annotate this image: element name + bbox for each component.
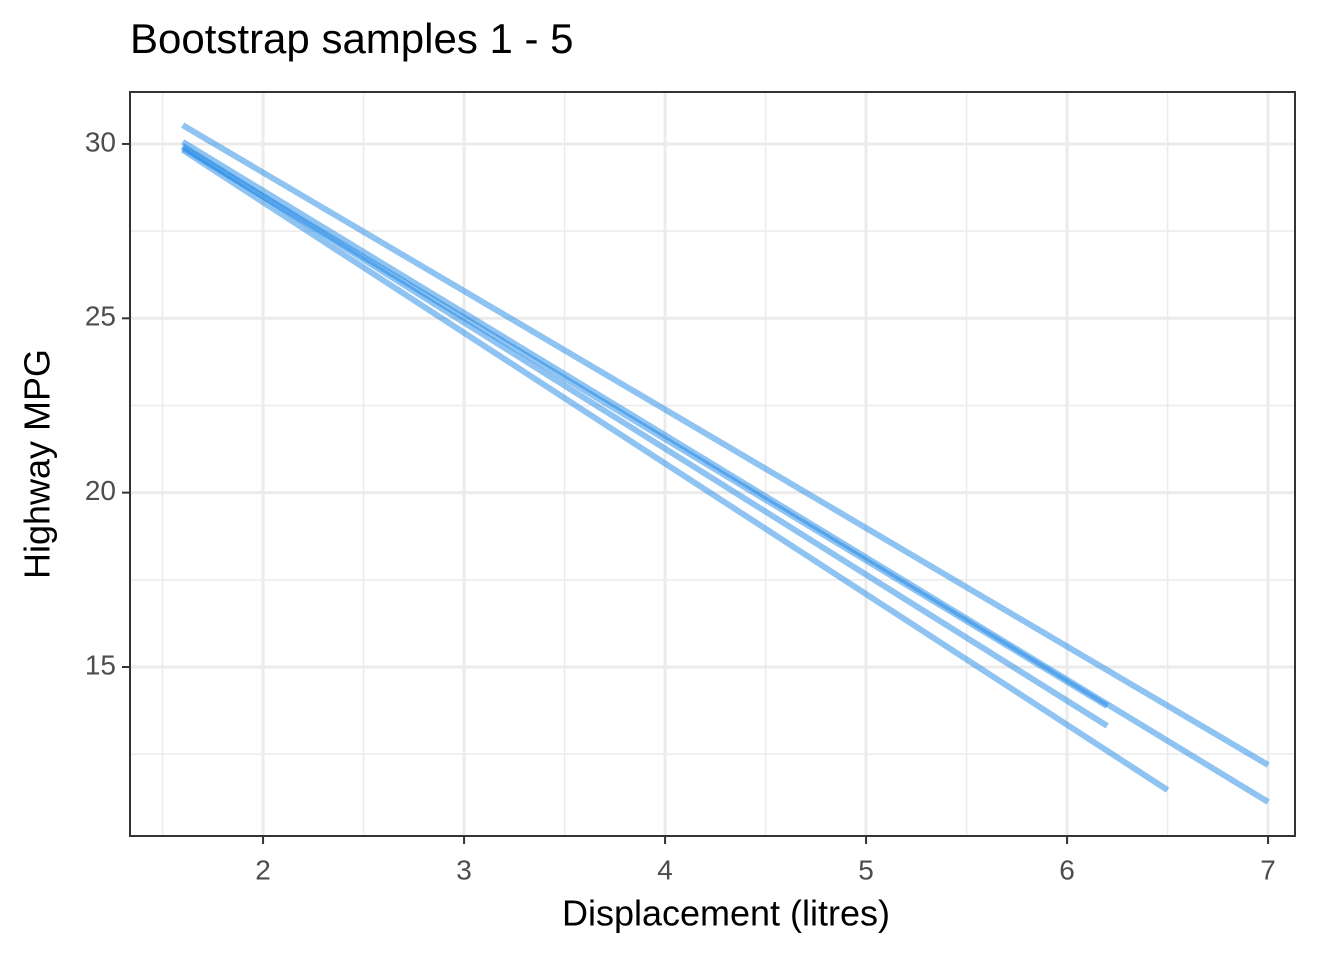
- series-line: [181, 147, 1170, 793]
- x-tick-label: 4: [657, 854, 673, 885]
- x-tick-label: 6: [1059, 854, 1075, 885]
- panel-border: [129, 91, 1296, 837]
- series-line: [181, 139, 1270, 805]
- chart-title: Bootstrap samples 1 - 5: [130, 15, 574, 62]
- series-line: [181, 143, 1109, 729]
- series-line: [181, 122, 1270, 768]
- x-tick-label: 2: [255, 854, 271, 885]
- x-tick-label: 7: [1260, 854, 1276, 885]
- x-tick-label: 3: [456, 854, 472, 885]
- y-tick-label: 25: [85, 301, 116, 332]
- y-tick-label: 15: [85, 649, 116, 680]
- y-axis-label: Highway MPG: [17, 349, 58, 579]
- x-tick-label: 5: [858, 854, 874, 885]
- y-tick-label: 20: [85, 475, 116, 506]
- x-axis-label: Displacement (litres): [562, 893, 890, 934]
- y-tick-label: 30: [85, 126, 116, 157]
